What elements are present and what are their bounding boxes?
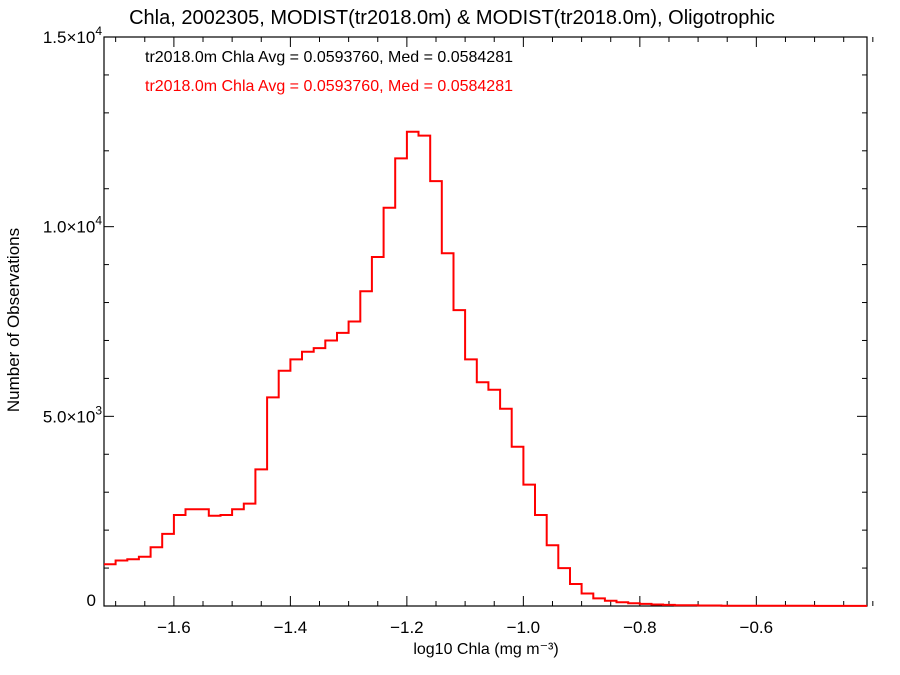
x-tick-label: −1.2 — [390, 618, 424, 637]
y-tick-label: 1.5×104 — [43, 24, 102, 47]
annotation-black: tr2018.0m Chla Avg = 0.0593760, Med = 0.… — [145, 49, 513, 66]
x-axis-label: log10 Chla (mg m⁻³) — [413, 641, 558, 658]
plot-frame — [103, 36, 868, 607]
y-tick-label: 0 — [87, 591, 96, 610]
y-tick-label: 5.0×103 — [43, 403, 102, 426]
x-tick-label: −1.4 — [274, 618, 308, 637]
annotation-red: tr2018.0m Chla Avg = 0.0593760, Med = 0.… — [145, 78, 513, 95]
x-tick-label: −0.6 — [740, 618, 774, 637]
x-tick-label: −1.0 — [507, 618, 541, 637]
y-tick-label: 1.0×104 — [43, 214, 102, 237]
x-tick-label: −1.6 — [157, 618, 191, 637]
chart-title: Chla, 2002305, MODIST(tr2018.0m) & MODIS… — [129, 7, 775, 29]
y-axis-label: Number of Observations — [4, 228, 23, 412]
x-tick-label: −0.8 — [623, 618, 657, 637]
histogram-series-line — [104, 130, 867, 607]
